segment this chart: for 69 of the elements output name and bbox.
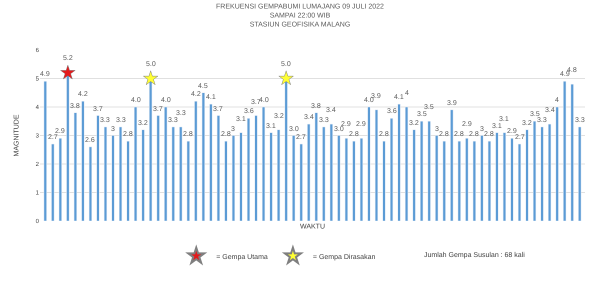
bar <box>186 140 190 221</box>
bar <box>352 140 356 221</box>
bar <box>262 106 266 221</box>
bar <box>450 110 454 221</box>
bar <box>488 140 491 221</box>
bar <box>307 124 310 221</box>
bar <box>472 140 476 221</box>
bar <box>111 135 115 221</box>
bar <box>374 110 378 221</box>
bar <box>246 118 250 221</box>
bar <box>179 126 182 221</box>
bar <box>344 138 348 221</box>
bar <box>563 81 566 221</box>
bar <box>337 135 340 221</box>
bar <box>81 101 84 221</box>
bar <box>239 132 243 221</box>
bar <box>465 138 468 221</box>
bar <box>209 104 212 221</box>
bar <box>556 106 559 221</box>
bar <box>398 104 401 221</box>
bar <box>495 132 498 221</box>
bar <box>216 115 220 221</box>
bar <box>570 84 574 221</box>
bar <box>435 135 438 221</box>
bar <box>510 138 514 221</box>
bar <box>458 140 461 221</box>
bar <box>88 146 92 221</box>
bar <box>420 121 424 221</box>
bar <box>96 115 100 221</box>
bar <box>58 138 62 221</box>
bar <box>314 112 318 221</box>
bar <box>254 115 258 221</box>
bar <box>142 130 145 221</box>
bar <box>74 112 77 221</box>
bar <box>164 106 168 221</box>
bar <box>548 124 552 221</box>
bar <box>578 126 582 221</box>
bar <box>502 132 506 221</box>
bar <box>134 106 138 221</box>
bar <box>104 126 108 221</box>
bar <box>194 101 198 221</box>
bar <box>330 124 333 221</box>
bar <box>202 92 205 221</box>
bar <box>126 140 130 221</box>
bar <box>412 130 416 221</box>
bar <box>277 130 280 221</box>
bar <box>51 144 54 221</box>
bar <box>428 121 431 221</box>
bar <box>533 121 536 221</box>
bar <box>224 140 228 221</box>
bar <box>480 135 484 221</box>
bar <box>270 132 273 221</box>
bar <box>518 144 522 221</box>
bar <box>322 126 326 221</box>
bar <box>382 140 386 221</box>
bar <box>292 135 296 221</box>
bar <box>300 144 303 221</box>
bar <box>525 130 529 221</box>
bar <box>540 126 544 221</box>
bar <box>390 118 394 221</box>
bar <box>405 106 408 221</box>
bar <box>44 81 47 221</box>
bar <box>172 126 175 221</box>
bar <box>367 106 371 221</box>
bar <box>360 138 363 221</box>
bar <box>156 115 160 221</box>
bar <box>232 135 236 221</box>
bar <box>118 126 122 221</box>
bar <box>442 140 446 221</box>
